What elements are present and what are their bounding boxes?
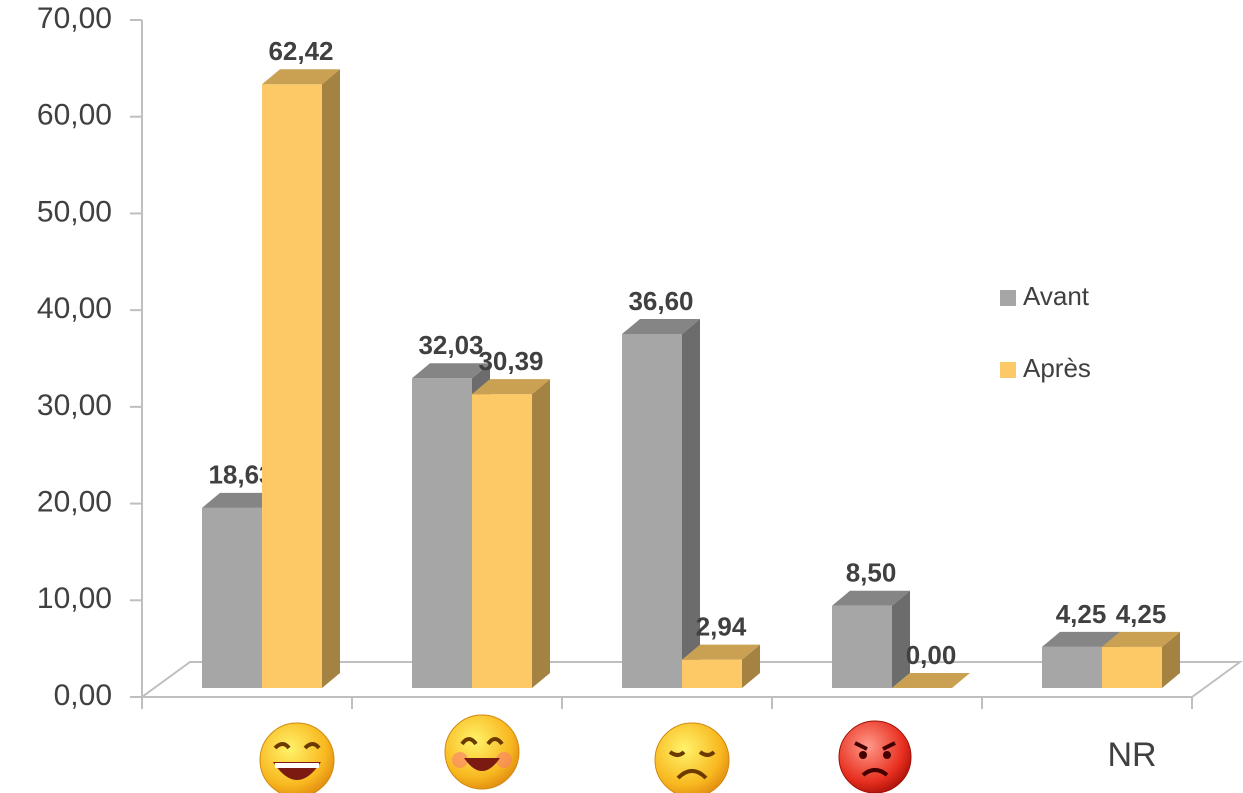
data-label: 2,94 xyxy=(696,611,747,641)
bar-front xyxy=(472,394,532,688)
bar-side xyxy=(892,590,910,688)
bar-side xyxy=(322,69,340,688)
bar-front xyxy=(622,334,682,688)
bar xyxy=(472,379,550,688)
bar-side xyxy=(682,319,700,688)
data-label: 30,39 xyxy=(478,346,543,376)
legend-label: Avant xyxy=(1023,281,1090,311)
bar-top xyxy=(1102,631,1180,647)
bar-front xyxy=(1042,646,1102,688)
data-label: 4,25 xyxy=(1056,599,1107,629)
data-label: 0,00 xyxy=(906,640,957,670)
y-tick-label: 10,00 xyxy=(37,582,112,615)
legend-swatch xyxy=(1000,290,1016,306)
bar-top xyxy=(262,69,340,85)
bar-side xyxy=(742,644,760,688)
emoji-smile xyxy=(444,714,520,790)
bar xyxy=(622,319,700,688)
bar-top xyxy=(202,492,280,508)
y-tick-label: 20,00 xyxy=(37,485,112,518)
data-label: 32,03 xyxy=(418,330,483,360)
bar-side xyxy=(1162,631,1180,688)
x-tick-label: NR xyxy=(1107,736,1156,774)
bar-side xyxy=(532,379,550,688)
bar xyxy=(892,673,970,688)
legend-swatch xyxy=(1000,362,1016,378)
data-label: 8,50 xyxy=(846,558,897,588)
bar-front xyxy=(682,659,742,688)
emoji-angry xyxy=(838,720,912,793)
bar xyxy=(832,590,910,688)
bar xyxy=(262,69,340,688)
y-tick-label: 0,00 xyxy=(54,679,112,712)
bar-top xyxy=(892,673,970,688)
data-label: 4,25 xyxy=(1116,599,1167,629)
bar-top xyxy=(1042,631,1120,647)
y-tick-label: 40,00 xyxy=(37,292,112,325)
bar xyxy=(1102,631,1180,688)
bar-front xyxy=(832,605,892,688)
bar xyxy=(682,644,760,688)
data-label: 36,60 xyxy=(628,286,693,316)
emoji-laugh xyxy=(259,722,335,793)
bar-front xyxy=(202,507,262,688)
y-tick-label: 70,00 xyxy=(37,2,112,35)
data-label: 62,42 xyxy=(268,36,333,66)
bar-top xyxy=(472,379,550,395)
bar-top xyxy=(412,363,490,379)
bar-top xyxy=(622,319,700,335)
emoji-sad xyxy=(654,722,730,793)
bar-front xyxy=(1102,646,1162,688)
bar-front xyxy=(262,84,322,688)
bar-top xyxy=(682,644,760,660)
y-tick-label: 60,00 xyxy=(37,99,112,132)
bar-top xyxy=(832,590,910,606)
y-tick-label: 30,00 xyxy=(37,389,112,422)
bar-front xyxy=(412,378,472,688)
y-tick-label: 50,00 xyxy=(37,195,112,228)
legend-label: Après xyxy=(1023,353,1091,383)
